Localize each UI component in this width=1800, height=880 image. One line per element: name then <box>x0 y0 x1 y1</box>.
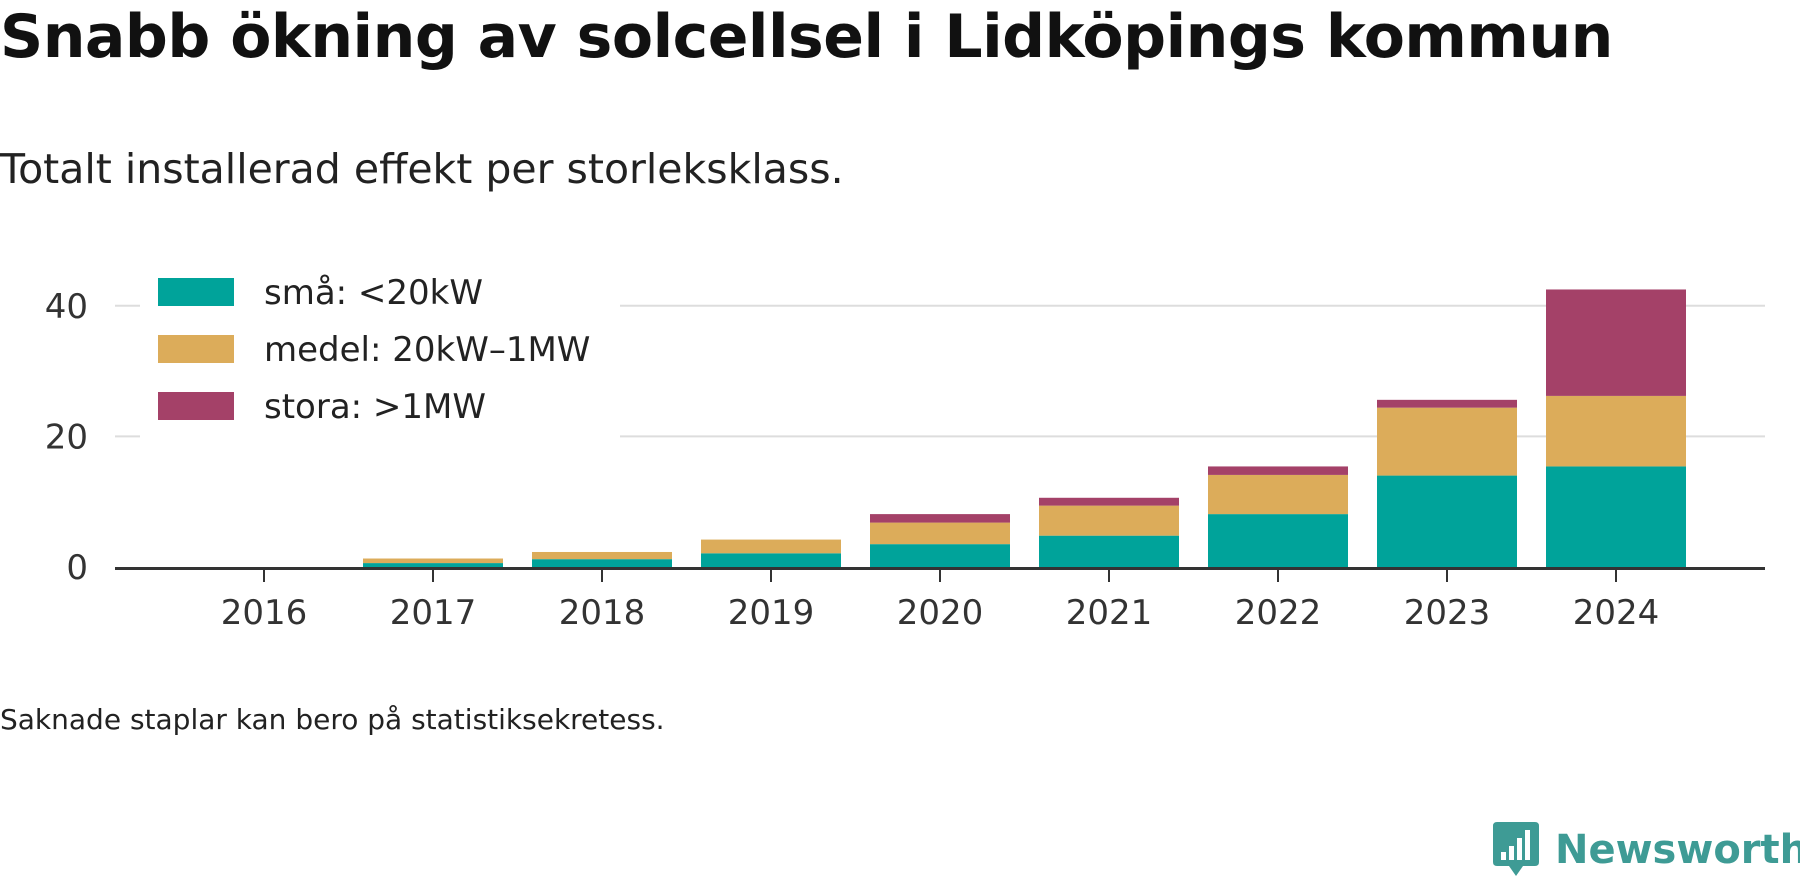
bar-segment-sma-2020 <box>870 544 1010 567</box>
y-tick-label: 20 <box>45 417 88 457</box>
bar-segment-medel-2022 <box>1208 475 1348 514</box>
legend: små: <20kW medel: 20kW–1MW stora: >1MW <box>140 252 620 440</box>
bar-segment-sma-2022 <box>1208 514 1348 567</box>
bar-segment-stora-2021 <box>1039 498 1179 506</box>
legend-swatch <box>158 335 234 363</box>
x-tick-label: 2018 <box>559 593 646 630</box>
bar-segment-sma-2023 <box>1377 476 1517 567</box>
footnote: Saknade staplar kan bero på statistiksek… <box>0 703 665 736</box>
x-tick-label: 2021 <box>1066 593 1153 630</box>
legend-swatch <box>158 392 234 420</box>
bar-segment-medel-2021 <box>1039 506 1179 536</box>
legend-label: små: <20kW <box>264 273 483 313</box>
bar-segment-stora-2020 <box>870 514 1010 522</box>
newsworthy-brand: Newsworthy <box>1491 820 1800 880</box>
bar-segment-sma-2021 <box>1039 536 1179 567</box>
x-tick-label: 2024 <box>1573 593 1660 630</box>
y-tick-label: 0 <box>66 548 88 588</box>
bar-segment-sma-2019 <box>701 553 841 567</box>
y-tick-label: 40 <box>45 287 88 327</box>
x-tick-label: 2019 <box>728 593 815 630</box>
chart-subtitle: Totalt installerad effekt per storlekskl… <box>0 145 844 193</box>
bar-segment-medel-2020 <box>870 523 1010 545</box>
x-tick-label: 2020 <box>897 593 984 630</box>
bar-segment-medel-2017 <box>363 559 503 564</box>
x-axis-ticks: 2016 2017 2018 2019 2020 2021 2022 2023 2024 <box>221 570 1660 630</box>
bar-segment-sma-2017 <box>363 563 503 567</box>
bar-segment-medel-2018 <box>532 552 672 559</box>
bar-segment-medel-2023 <box>1377 408 1517 476</box>
x-tick-label: 2023 <box>1404 593 1491 630</box>
bar-segment-sma-2018 <box>532 559 672 567</box>
legend-label: stora: >1MW <box>264 387 486 427</box>
brand-name: Newsworthy <box>1555 827 1800 873</box>
x-tick-label: 2016 <box>221 593 308 630</box>
bar-segment-sma-2024 <box>1546 466 1686 567</box>
legend-swatch <box>158 278 234 306</box>
x-tick-label: 2017 <box>390 593 477 630</box>
newsworthy-logo-icon <box>1491 820 1541 880</box>
bar-segment-stora-2024 <box>1546 289 1686 395</box>
bar-segment-medel-2024 <box>1546 396 1686 467</box>
legend-label: medel: 20kW–1MW <box>264 330 590 370</box>
x-tick-label: 2022 <box>1235 593 1322 630</box>
bar-segment-stora-2023 <box>1377 400 1517 408</box>
bar-segment-stora-2022 <box>1208 466 1348 474</box>
y-axis-ticks: 0 20 40 <box>45 287 88 588</box>
bar-segment-medel-2019 <box>701 540 841 554</box>
chart-title: Snabb ökning av solcellsel i Lidköpings … <box>0 2 1613 72</box>
